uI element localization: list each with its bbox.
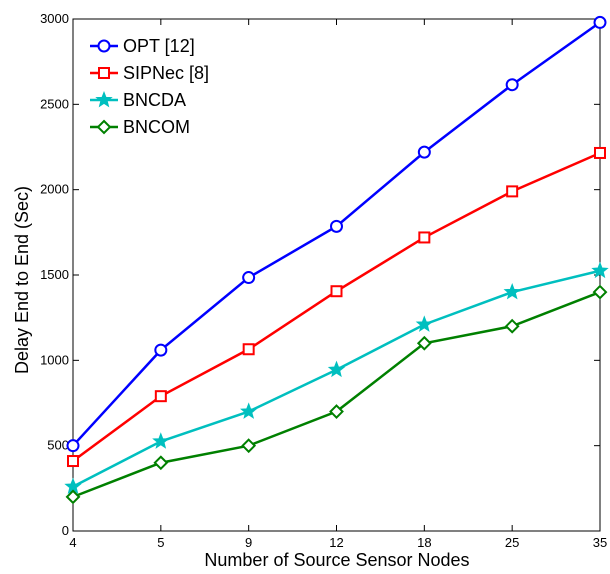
- legend-item: OPT [12]: [90, 36, 195, 56]
- series-0: [66, 15, 607, 453]
- legend-item: BNCOM: [90, 117, 190, 137]
- data-point: [506, 185, 519, 198]
- x-tick-label: 12: [329, 535, 343, 550]
- legend-item: SIPNec [8]: [90, 63, 209, 83]
- data-point: [594, 146, 606, 159]
- y-tick-label: 2000: [40, 182, 69, 197]
- legend-item: BNCDA: [90, 90, 186, 110]
- data-point: [415, 315, 434, 332]
- legend-marker: [98, 67, 110, 79]
- data-point: [503, 283, 521, 300]
- legend-marker: [95, 90, 113, 108]
- data-point: [593, 15, 607, 29]
- data-point: [329, 404, 344, 419]
- y-tick-label: 3000: [40, 11, 69, 26]
- series-3: [65, 284, 608, 505]
- x-tick-label: 4: [69, 535, 76, 550]
- data-point: [240, 402, 258, 419]
- data-point: [65, 489, 81, 505]
- series-2: [64, 261, 609, 494]
- x-tick-label: 25: [505, 535, 519, 550]
- legend-label: OPT [12]: [123, 36, 195, 56]
- y-axis-label: Delay End to End (Sec): [12, 186, 32, 374]
- data-point: [327, 360, 346, 378]
- data-point: [505, 78, 519, 92]
- x-tick-label: 5: [157, 535, 164, 550]
- data-point: [330, 285, 343, 298]
- data-point: [153, 455, 169, 471]
- legend-label: SIPNec [8]: [123, 63, 209, 83]
- data-point: [592, 284, 608, 300]
- legend-label: BNCDA: [123, 90, 186, 110]
- data-point: [242, 343, 255, 356]
- x-axis-label: Number of Source Sensor Nodes: [204, 550, 469, 570]
- data-point: [418, 231, 431, 244]
- y-tick-label: 1000: [40, 352, 69, 367]
- series-line: [72, 269, 601, 488]
- x-tick-label: 18: [417, 535, 431, 550]
- series-1: [67, 146, 606, 468]
- x-tick-label: 9: [245, 535, 252, 550]
- data-point: [67, 455, 79, 468]
- data-point: [417, 145, 431, 159]
- data-point: [591, 261, 609, 279]
- legend-marker: [97, 39, 111, 53]
- data-point: [152, 432, 170, 449]
- data-point: [504, 318, 520, 334]
- data-point: [416, 335, 432, 351]
- plot-area: 0 500 1000 1500 2000 2500 3000 4 5 9 12 18 25 35: [40, 11, 609, 550]
- legend-label: BNCOM: [123, 117, 190, 137]
- data-point: [330, 219, 343, 233]
- y-tick-label: 0: [62, 523, 69, 538]
- series-line: [72, 290, 601, 499]
- data-point: [241, 438, 257, 454]
- x-tick-label: 35: [593, 535, 607, 550]
- legend-marker: [96, 119, 112, 135]
- series-line: [72, 21, 601, 447]
- y-tick-label: 1500: [40, 267, 69, 282]
- data-point: [154, 390, 167, 403]
- y-tick-label: 2500: [40, 96, 69, 111]
- legend: OPT [12] SIPNec [8] BNCDA BNCOM: [90, 36, 209, 137]
- data-point: [154, 343, 168, 357]
- y-tick-label: 500: [47, 438, 69, 453]
- data-point: [66, 439, 80, 453]
- data-point: [242, 271, 256, 285]
